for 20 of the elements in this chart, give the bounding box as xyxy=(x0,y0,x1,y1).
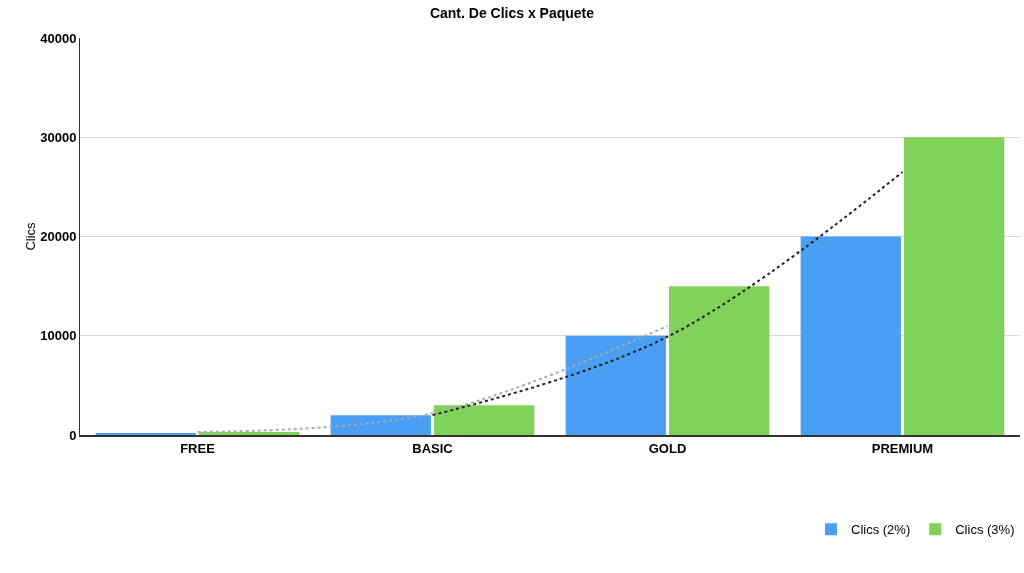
bar xyxy=(565,335,666,435)
x-tick-label: FREE xyxy=(180,440,216,456)
x-tick-label: BASIC xyxy=(412,440,454,456)
legend-label: Clics (2%) xyxy=(851,522,911,538)
y-tick-label: 40000 xyxy=(40,30,77,46)
x-tick-label: GOLD xyxy=(648,440,687,456)
y-tick-label: 20000 xyxy=(40,229,77,245)
legend-label: Clics (3%) xyxy=(955,522,1015,538)
y-tick-label: 30000 xyxy=(40,129,77,145)
bar xyxy=(904,137,1005,435)
y-tick-label: 0 xyxy=(69,427,77,443)
bar xyxy=(800,236,901,435)
chart-title: Cant. De Clics x Paquete xyxy=(429,5,595,22)
bar xyxy=(434,405,535,435)
y-axis-title: Clics xyxy=(23,221,39,251)
y-tick-label: 10000 xyxy=(40,328,77,344)
bar xyxy=(669,286,770,435)
bar xyxy=(199,432,300,435)
bar xyxy=(330,415,431,435)
x-tick-label: PREMIUM xyxy=(871,440,934,456)
